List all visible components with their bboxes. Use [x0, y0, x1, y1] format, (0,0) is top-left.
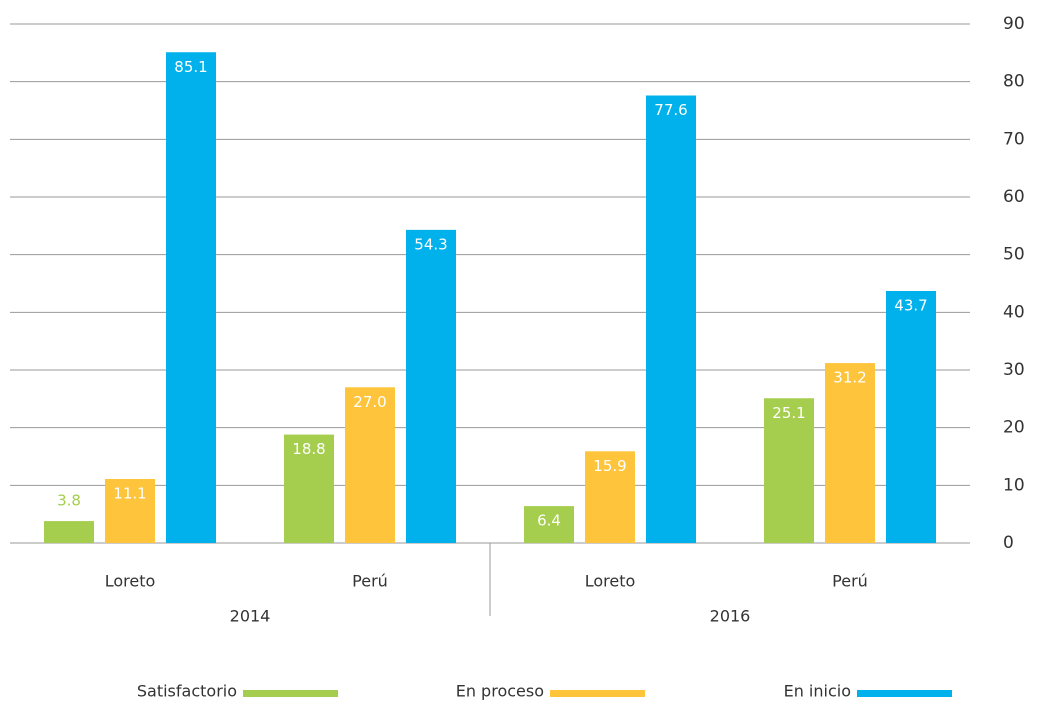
group-label: 2016 [710, 607, 751, 626]
value-label: 43.7 [894, 296, 927, 314]
y-tick-label: 80 [1003, 72, 1025, 92]
x-tick-label: Loreto [585, 572, 636, 591]
legend-swatch [243, 690, 338, 697]
value-label: 31.2 [833, 369, 866, 387]
value-label: 54.3 [414, 235, 447, 253]
value-label: 77.6 [654, 101, 687, 119]
bar [105, 478, 155, 543]
y-tick-label: 50 [1003, 245, 1025, 265]
bar [166, 52, 216, 544]
value-label: 85.1 [174, 58, 207, 76]
y-tick-label: 60 [1003, 187, 1025, 207]
bar [646, 95, 696, 544]
y-tick-label: 90 [1003, 14, 1025, 34]
y-tick-label: 40 [1003, 302, 1025, 322]
bar [764, 398, 814, 543]
x-tick-label: Loreto [105, 572, 156, 591]
group-label: 2014 [230, 607, 271, 626]
bar [825, 363, 875, 543]
value-label: 25.1 [772, 404, 805, 422]
legend-swatch [857, 690, 952, 697]
value-label: 11.1 [113, 484, 146, 502]
y-tick-label: 10 [1003, 475, 1025, 495]
bar [44, 521, 94, 543]
bar [284, 434, 334, 543]
value-label: 3.8 [57, 492, 81, 510]
value-label: 18.8 [292, 440, 325, 458]
bar [406, 229, 456, 543]
x-tick-label: Perú [832, 572, 868, 591]
bar [345, 387, 395, 543]
y-tick-label: 30 [1003, 360, 1025, 380]
y-tick-label: 70 [1003, 129, 1025, 149]
legend-label: En proceso [456, 682, 544, 701]
y-tick-label: 0 [1003, 533, 1014, 553]
value-label: 27.0 [353, 393, 386, 411]
y-tick-label: 20 [1003, 418, 1025, 438]
value-label: 6.4 [537, 512, 561, 530]
value-label: 15.9 [593, 457, 626, 475]
legend-label: En inicio [784, 682, 851, 701]
bar [524, 506, 574, 543]
bar [886, 290, 936, 543]
bar [585, 451, 635, 543]
legend-swatch [550, 690, 645, 697]
legend-label: Satisfactorio [137, 682, 237, 701]
x-tick-label: Perú [352, 572, 388, 591]
